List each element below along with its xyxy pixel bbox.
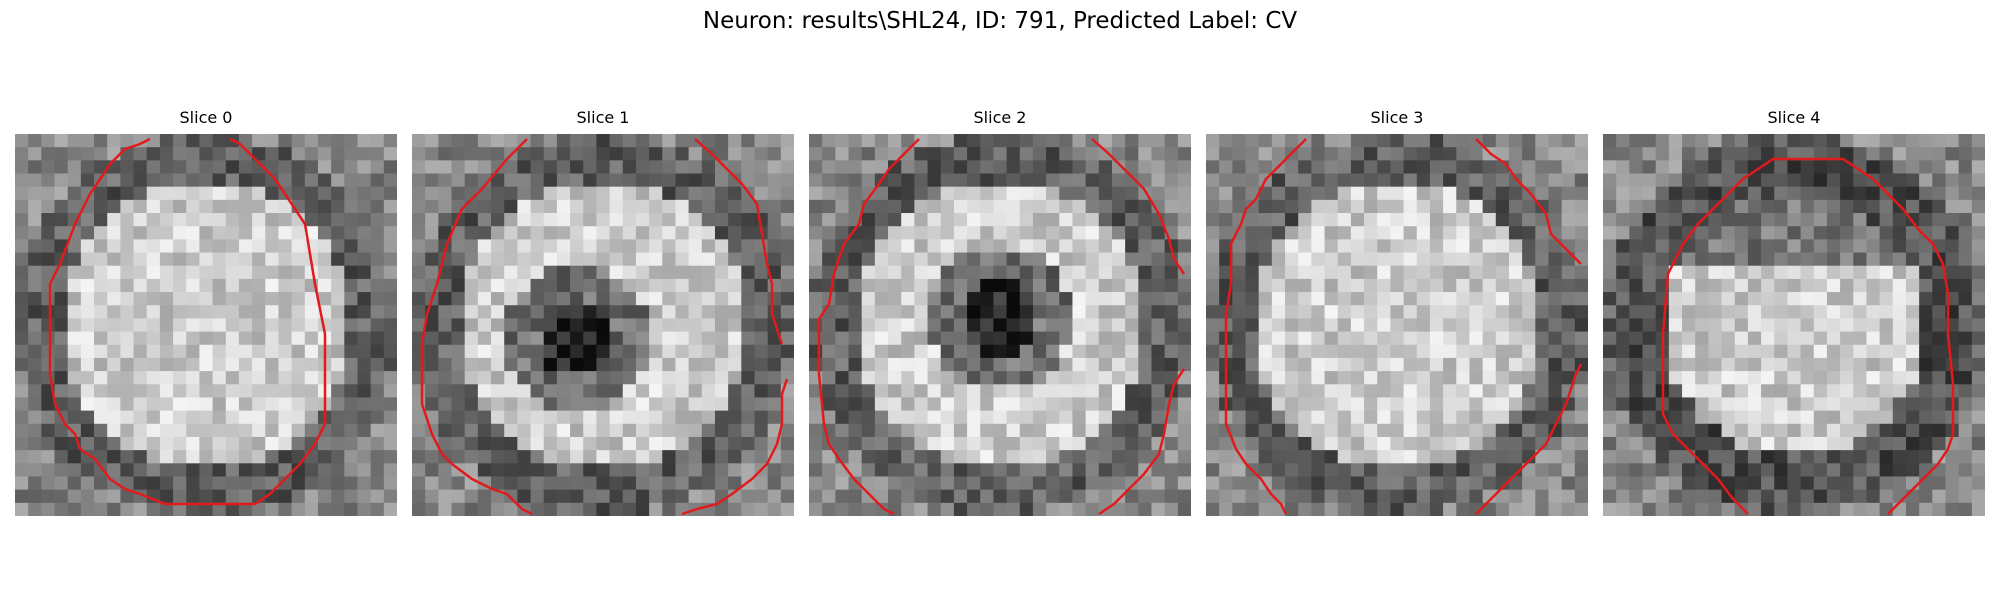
slice-image-1 (412, 134, 794, 516)
slice-title-1: Slice 1 (576, 108, 630, 127)
slice-image-3 (1206, 134, 1588, 516)
contour-line-2c (1098, 368, 1186, 516)
slice-title-4: Slice 4 (1767, 108, 1821, 127)
slice-panel-4: Slice 4 (1603, 108, 1985, 518)
slice-title-0: Slice 0 (179, 108, 233, 127)
contour-line-0 (48, 137, 327, 506)
contour-line-1 (420, 138, 533, 516)
contour-line-2 (817, 138, 920, 516)
contour-line-3c (1475, 363, 1583, 515)
contour-line-1b (694, 138, 784, 345)
contour-line-1c (681, 378, 789, 516)
slice-title-2: Slice 2 (973, 108, 1027, 127)
contour-line-4 (1661, 157, 1955, 515)
slice-panel-1: Slice 1 (412, 108, 794, 518)
slice-image-4 (1603, 134, 1985, 516)
slice-panel-2: Slice 2 (809, 108, 1191, 518)
slice-image-2 (809, 134, 1191, 516)
slice-image-0 (15, 134, 397, 516)
figure-title: Neuron: results\SHL24, ID: 791, Predicte… (702, 8, 1298, 34)
contour-line-3 (1224, 138, 1307, 515)
slice-panel-3: Slice 3 (1206, 108, 1588, 518)
slice-title-3: Slice 3 (1370, 108, 1424, 127)
contour-line-2b (1091, 138, 1186, 275)
slice-panel-0: Slice 0 (15, 108, 397, 518)
contour-line-3b (1475, 138, 1582, 265)
